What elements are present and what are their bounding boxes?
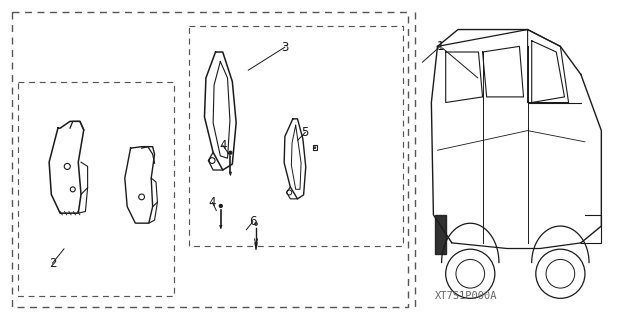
- Text: 4: 4: [219, 139, 227, 152]
- Bar: [18, 82, 174, 296]
- Text: 5: 5: [301, 126, 309, 139]
- Text: XT7S1P000A: XT7S1P000A: [435, 291, 497, 301]
- Bar: [189, 26, 403, 246]
- Bar: [12, 12, 408, 307]
- Text: 3: 3: [281, 41, 289, 54]
- Text: 2: 2: [49, 257, 56, 270]
- Circle shape: [230, 152, 231, 153]
- Text: 4: 4: [209, 196, 216, 209]
- Circle shape: [220, 205, 221, 207]
- Text: 1: 1: [436, 40, 444, 53]
- Text: 6: 6: [249, 215, 257, 228]
- Polygon shape: [435, 215, 445, 254]
- Bar: [313, 145, 317, 150]
